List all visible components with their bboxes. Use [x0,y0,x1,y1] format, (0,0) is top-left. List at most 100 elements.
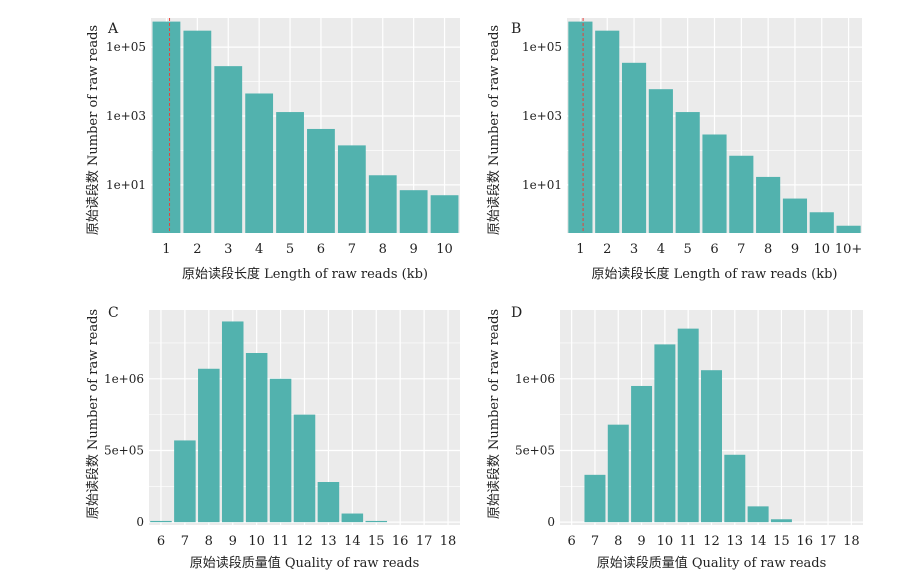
bar [809,212,834,233]
x-tick-label: 7 [591,534,599,549]
x-axis-label: 原始读段长度 Length of raw reads (kb) [591,266,837,282]
y-tick-label: 0 [136,515,144,529]
bar [654,344,676,523]
x-tick-label: 3 [224,242,232,257]
x-tick-label: 16 [392,534,409,549]
bar [702,134,727,233]
bar [631,385,653,523]
y-tick-label: 1e+03 [106,109,146,123]
y-axis-label: 原始读段数 Number of raw reads [86,25,101,235]
bar [595,30,620,234]
x-tick-label: 3 [630,242,638,257]
x-tick-label: 9 [410,242,418,257]
bar [756,176,781,233]
y-tick-label: 1e+05 [522,40,562,54]
bar [307,128,335,233]
x-tick-label: 6 [157,534,165,549]
x-axis-label: 原始读段质量值 Quality of raw reads [597,555,827,571]
bar [430,195,459,233]
panel-d: 6 7 8 9 10 11 12 13 14 15 16 17 18 0 5e+05 1e+06 原始读段质量值… [460,292,907,579]
x-tick-label: 15 [368,534,385,549]
x-tick-label: 1 [576,242,584,257]
x-tick-label: 6 [317,242,325,257]
x-tick-label: 7 [737,242,745,257]
x-tick-label: 11 [272,534,289,549]
x-tick-label: 8 [379,242,387,257]
chart-c: 6 7 8 9 10 11 12 13 14 15 16 17 18 0 5e+05 1e+06 原始读段质量值… [86,305,460,571]
bar [675,112,700,233]
bar [607,424,629,523]
y-tick-label: 1e+01 [106,178,146,192]
bar [368,175,397,233]
bar [214,66,243,233]
y-axis-label: 原始读段数 Number of raw reads [487,25,502,235]
y-axis-label: 原始读段数 Number of raw reads [487,309,502,519]
panel-label: B [511,21,521,37]
chart-b: 1 2 3 4 5 6 7 8 9 10 10+ 1e+01 1e+03 1e+05 原始读段长度 Leng… [487,18,862,282]
bar [183,30,212,234]
x-tick-label: 12 [296,534,313,549]
bar [399,190,428,233]
y-tick-label: 5e+05 [515,443,555,457]
x-tick-label: 15 [773,534,790,549]
x-tick-label: 2 [603,242,611,257]
bar [621,62,647,233]
y-tick-label: 1e+03 [522,109,562,123]
y-tick-label: 0 [547,515,555,529]
x-tick-label: 8 [764,242,772,257]
x-tick-label: 1 [162,242,170,257]
panel-a: 1 2 3 4 5 6 7 8 9 10 1e+01 1e+03 1e+05 原始读段长度 Length … [0,0,460,292]
bar [269,378,292,523]
x-tick-label: 10 [436,242,453,257]
x-axis-label: 原始读段长度 Length of raw reads (kb) [182,266,428,282]
x-tick-label: 16 [796,534,813,549]
x-tick-label: 5 [684,242,692,257]
bar [701,370,722,523]
y-tick-label: 5e+05 [104,443,144,457]
bar [276,112,304,233]
x-tick-label: 17 [820,534,837,549]
x-tick-label: 8 [614,534,622,549]
x-tick-label: 4 [255,242,263,257]
x-tick-label: 10 [657,534,674,549]
x-tick-label: 14 [750,534,767,549]
x-tick-label: 10+ [835,242,862,257]
bar [221,321,244,523]
x-tick-label: 12 [703,534,720,549]
bar [293,414,316,523]
y-tick-label: 1e+06 [104,372,144,386]
panel-b: 1 2 3 4 5 6 7 8 9 10 10+ 1e+01 1e+03 1e+05 原始读段长度 Leng… [460,0,907,292]
x-tick-label: 9 [791,242,799,257]
chart-d: 6 7 8 9 10 11 12 13 14 15 16 17 18 0 5e+05 1e+06 原始读段质量值… [487,305,863,571]
bar [317,482,340,523]
x-tick-label: 8 [205,534,213,549]
x-tick-label: 18 [440,534,457,549]
bar [584,474,606,523]
bar [150,520,172,523]
bar [365,520,388,523]
panel-c: 6 7 8 9 10 11 12 13 14 15 16 17 18 0 5e+05 1e+06 原始读段质量值… [0,292,460,579]
bar [245,353,268,523]
x-tick-label: 6 [568,534,576,549]
panel-label: C [108,305,119,321]
bar [677,328,699,523]
bar [724,454,746,523]
bar [747,506,769,523]
panel-label: A [107,21,119,37]
x-axis-label: 原始读段质量值 Quality of raw reads [190,555,420,571]
chart-a: 1 2 3 4 5 6 7 8 9 10 1e+01 1e+03 1e+05 原始读段长度 Length … [86,18,460,282]
y-tick-label: 1e+06 [515,372,555,386]
x-tick-label: 10 [248,534,265,549]
bar [729,155,754,233]
y-tick-label: 1e+01 [522,178,562,192]
bar [174,440,196,523]
x-tick-label: 7 [348,242,356,257]
bar [337,145,366,233]
x-tick-label: 17 [416,534,433,549]
x-tick-label: 18 [843,534,860,549]
bar [245,93,274,233]
bar [648,89,673,234]
x-tick-label: 4 [657,242,665,257]
bar [152,21,181,233]
x-tick-label: 6 [710,242,718,257]
